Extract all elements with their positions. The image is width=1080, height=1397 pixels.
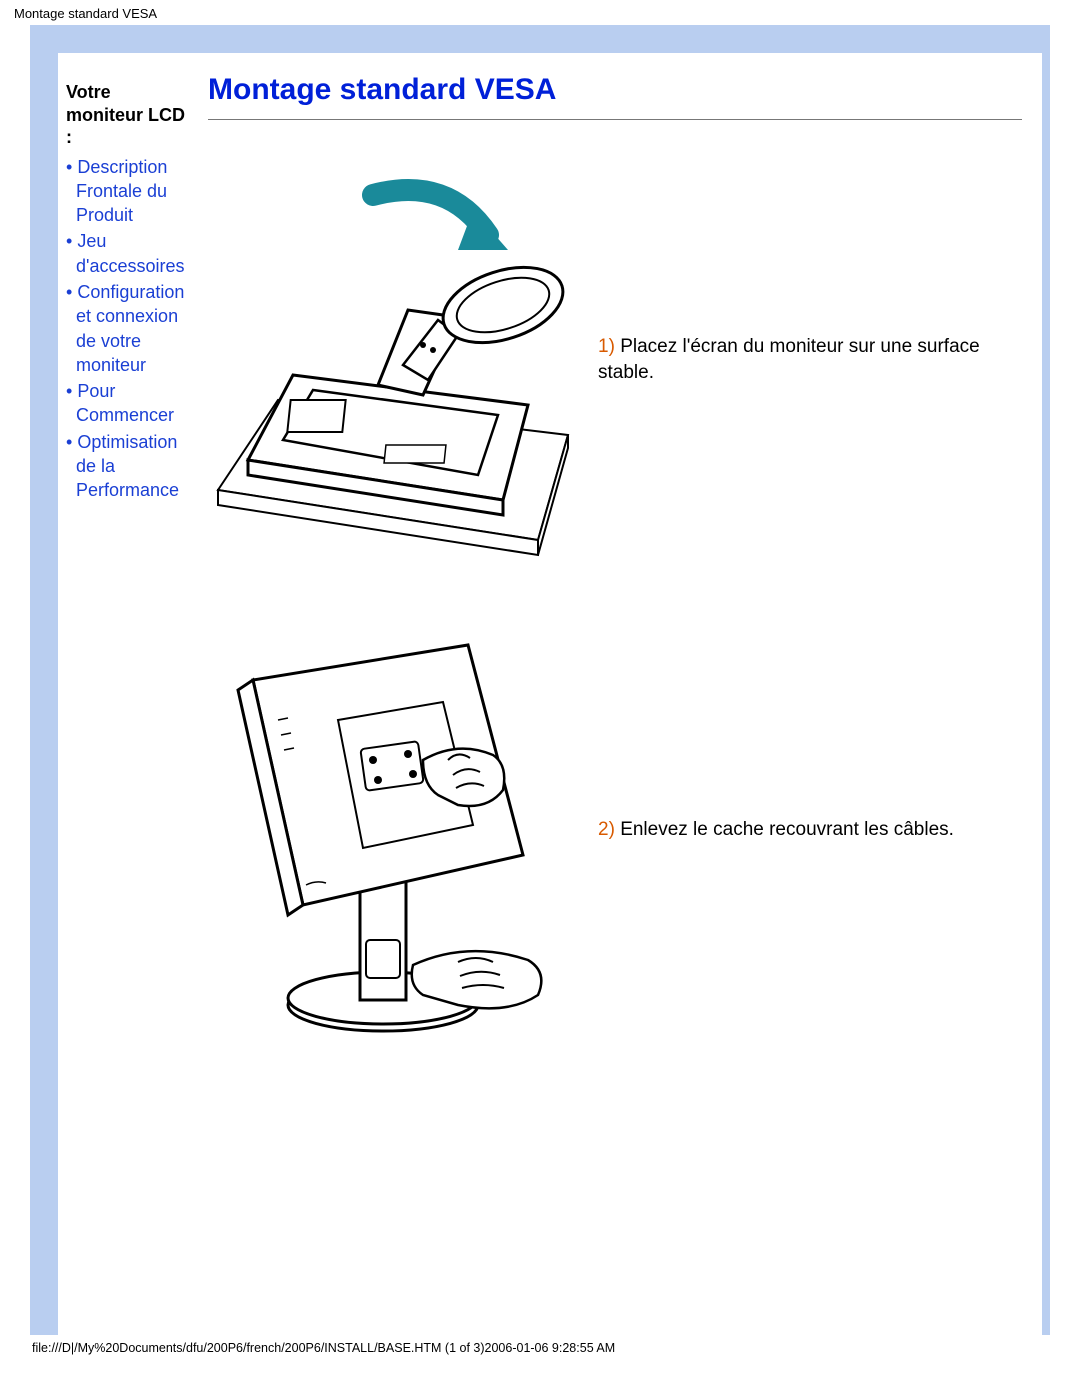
sidebar: Votre moniteur LCD : • Description Front… [58, 53, 198, 505]
sidebar-item-start[interactable]: • Pour Commencer [66, 379, 192, 428]
main-content: Montage standard VESA [198, 53, 1042, 1080]
step-2-number: 2) [598, 819, 615, 840]
sidebar-link[interactable]: Jeu d'accessoires [76, 231, 184, 275]
step-1: 1) Placez l'écran du moniteur sur une su… [208, 140, 1022, 580]
sidebar-item-config[interactable]: • Configuration et connexion de votre mo… [66, 280, 192, 377]
step-1-description: Placez l'écran du moniteur sur une surfa… [598, 336, 980, 383]
step-2-text: 2) Enlevez le cache recouvrant les câble… [578, 817, 1022, 843]
sidebar-link[interactable]: Configuration et connexion de votre moni… [76, 282, 184, 375]
sidebar-item-description[interactable]: • Description Frontale du Produit [66, 155, 192, 228]
step-2-description: Enlevez le cache recouvrant les câbles. [620, 819, 954, 840]
monitor-cable-cover-illustration [208, 610, 578, 1050]
step-1-text: 1) Placez l'écran du moniteur sur une su… [578, 334, 1022, 385]
sidebar-link[interactable]: Description Frontale du Produit [76, 157, 167, 226]
browser-title: Montage standard VESA [14, 6, 157, 21]
sidebar-list: • Description Frontale du Produit • Jeu … [66, 155, 192, 503]
step-2-image [208, 610, 578, 1050]
step-1-image [208, 140, 578, 580]
divider [208, 119, 1022, 120]
step-1-number: 1) [598, 336, 615, 357]
page-frame: Votre moniteur LCD : • Description Front… [30, 25, 1050, 1335]
sidebar-item-optimize[interactable]: • Optimisation de la Performance [66, 430, 192, 503]
browser-title-bar: Montage standard VESA [0, 0, 1080, 25]
sidebar-item-accessories[interactable]: • Jeu d'accessoires [66, 229, 192, 278]
footer-file-path: file:///D|/My%20Documents/dfu/200P6/fren… [0, 1335, 1080, 1365]
page-title: Montage standard VESA [208, 73, 1022, 107]
sidebar-title: Votre moniteur LCD : [66, 81, 192, 149]
monitor-facedown-illustration [208, 140, 578, 580]
step-2: 2) Enlevez le cache recouvrant les câble… [208, 610, 1022, 1050]
sidebar-link[interactable]: Pour Commencer [76, 381, 174, 425]
file-path-text: file:///D|/My%20Documents/dfu/200P6/fren… [32, 1341, 615, 1355]
sidebar-link[interactable]: Optimisation de la Performance [76, 432, 179, 501]
